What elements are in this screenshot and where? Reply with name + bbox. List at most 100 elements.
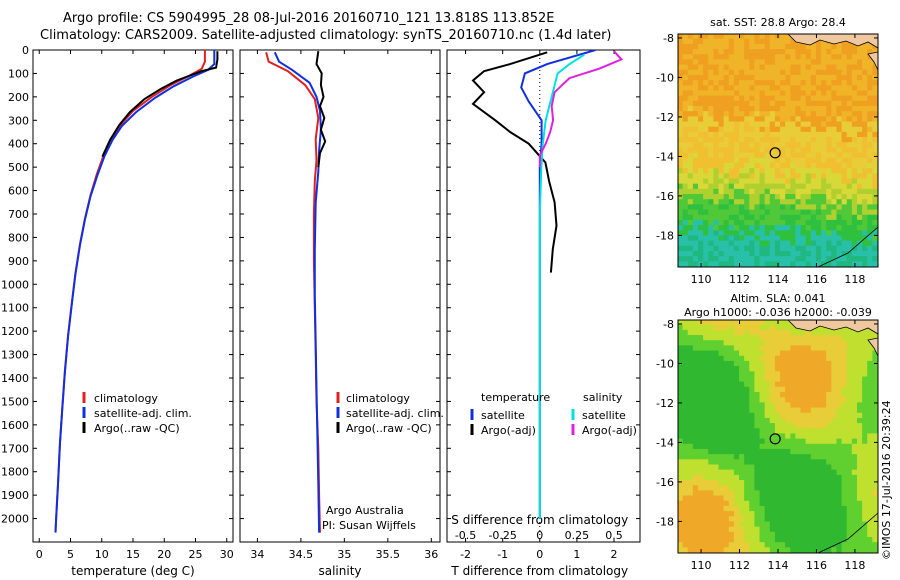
heatmap-cell bbox=[774, 188, 782, 196]
heatmap-cell bbox=[800, 407, 807, 414]
heatmap-cell bbox=[826, 142, 833, 149]
heatmap-cell bbox=[703, 366, 710, 373]
heatmap-cell bbox=[708, 423, 715, 430]
heatmap-cell bbox=[805, 474, 812, 482]
heatmap-cell bbox=[708, 547, 715, 553]
heatmap-cell bbox=[831, 214, 838, 221]
x-tick-label: 5 bbox=[67, 548, 74, 561]
x-tick-label: 25 bbox=[189, 548, 203, 561]
heatmap-cell bbox=[780, 412, 787, 419]
heatmap-cell bbox=[733, 402, 741, 409]
heatmap-cell bbox=[744, 366, 751, 373]
heatmap-cell bbox=[790, 511, 797, 518]
heatmap-cell bbox=[759, 417, 766, 425]
heatmap-cell bbox=[744, 423, 751, 430]
heatmap-cell bbox=[744, 59, 751, 66]
heatmap-cell bbox=[774, 505, 782, 513]
heatmap-cell bbox=[723, 59, 730, 66]
heatmap-cell bbox=[769, 485, 777, 492]
heatmap-cell bbox=[872, 402, 878, 409]
heatmap-cell bbox=[780, 131, 787, 139]
heatmap-cell bbox=[846, 407, 853, 414]
heatmap-cell bbox=[713, 162, 720, 170]
heatmap-cell bbox=[795, 536, 802, 544]
heatmap-cell bbox=[718, 168, 725, 175]
heatmap-cell bbox=[862, 417, 869, 425]
heatmap-cell bbox=[698, 490, 705, 497]
heatmap-cell bbox=[867, 505, 874, 513]
heatmap-cell bbox=[703, 162, 710, 170]
heatmap-cell bbox=[718, 250, 725, 258]
heatmap-cell bbox=[678, 536, 684, 544]
heatmap-cell bbox=[831, 183, 838, 190]
heatmap-cell bbox=[831, 412, 838, 419]
heatmap-cell bbox=[831, 443, 838, 451]
heatmap-cell bbox=[780, 162, 787, 170]
heatmap-cell bbox=[821, 69, 828, 77]
heatmap-cell bbox=[867, 397, 874, 404]
heatmap-cell bbox=[733, 54, 741, 61]
heatmap-cell bbox=[795, 173, 802, 180]
heatmap-cell bbox=[826, 469, 833, 476]
heatmap-cell bbox=[862, 443, 869, 451]
heatmap-cell bbox=[810, 505, 818, 513]
heatmap-cell bbox=[841, 147, 848, 154]
heatmap-cell bbox=[718, 157, 725, 165]
heatmap-cell bbox=[785, 95, 792, 102]
heatmap-cell bbox=[867, 536, 874, 544]
heatmap-cell bbox=[708, 371, 715, 378]
heatmap-cell bbox=[800, 131, 807, 139]
heatmap-cell bbox=[713, 59, 720, 66]
heatmap-cell bbox=[831, 469, 838, 476]
heatmap-cell bbox=[713, 34, 720, 40]
heatmap-cell bbox=[867, 162, 874, 170]
heatmap-cell bbox=[678, 397, 684, 404]
heatmap-cell bbox=[682, 178, 689, 185]
heatmap-cell bbox=[682, 240, 689, 247]
heatmap-cell bbox=[682, 199, 689, 206]
heatmap-cell bbox=[759, 526, 766, 533]
heatmap-cell bbox=[800, 80, 807, 87]
heatmap-cell bbox=[862, 490, 869, 497]
heatmap-cell bbox=[846, 74, 853, 82]
heatmap-cell bbox=[862, 95, 869, 102]
heatmap-cell bbox=[739, 485, 746, 492]
heatmap-cell bbox=[687, 391, 694, 399]
heatmap-cell bbox=[831, 360, 838, 368]
heatmap-cell bbox=[687, 505, 694, 513]
heatmap-cell bbox=[810, 245, 818, 253]
heatmap-cell bbox=[826, 547, 833, 553]
heatmap-cell bbox=[733, 121, 741, 128]
heatmap-cell bbox=[749, 376, 756, 383]
heatmap-cell bbox=[780, 74, 787, 82]
heatmap-cell bbox=[826, 464, 833, 471]
heatmap-cell bbox=[687, 490, 694, 497]
heatmap-cell bbox=[687, 168, 694, 175]
heatmap-cell bbox=[759, 178, 766, 185]
salinity-panel: 34 34.5 35 35.5 36salinityclimatologysatelli… bbox=[239, 49, 444, 578]
heatmap-cell bbox=[785, 225, 792, 232]
heatmap-cell bbox=[867, 74, 874, 82]
heatmap-cell bbox=[815, 505, 823, 513]
heatmap-cell bbox=[805, 80, 812, 87]
heatmap-cell bbox=[733, 531, 741, 539]
heatmap-cell bbox=[826, 391, 833, 399]
heatmap-cell bbox=[708, 320, 715, 326]
heatmap-cell bbox=[754, 469, 761, 476]
heatmap-cell bbox=[872, 131, 878, 139]
heatmap-cell bbox=[831, 407, 838, 414]
heatmap-cell bbox=[790, 137, 797, 144]
heatmap-cell bbox=[851, 173, 859, 180]
heatmap-cell bbox=[733, 80, 741, 87]
heatmap-cell bbox=[692, 111, 700, 118]
heatmap-cell bbox=[785, 542, 792, 549]
heatmap-cell bbox=[769, 412, 777, 419]
heatmap-cell bbox=[780, 500, 787, 507]
heatmap-cell bbox=[703, 204, 710, 211]
heatmap-cell bbox=[723, 397, 730, 404]
heatmap-cell bbox=[678, 142, 684, 149]
heatmap-cell bbox=[815, 464, 823, 471]
heatmap-cell bbox=[769, 173, 777, 180]
heatmap-cell bbox=[718, 54, 725, 61]
heatmap-cell bbox=[780, 423, 787, 430]
